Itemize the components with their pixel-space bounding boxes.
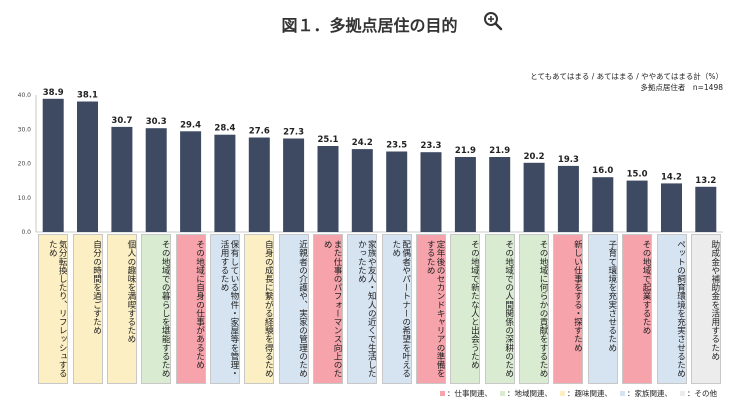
bar	[626, 180, 648, 232]
bar	[283, 138, 305, 232]
data-label: 16.0	[592, 166, 613, 176]
chart-title: 図１．多拠点居住の目的	[281, 16, 458, 35]
category-label: 配偶者やパートナーの希望を叶えるため	[381, 234, 412, 384]
data-label: 24.2	[352, 138, 373, 148]
data-label: 21.9	[455, 146, 476, 156]
legend-label: ：地域関連、	[507, 389, 552, 398]
bar	[523, 162, 545, 232]
bar	[145, 128, 167, 232]
legend-label: ：その他	[687, 389, 717, 398]
data-label: 19.3	[558, 155, 579, 165]
bar	[214, 134, 236, 232]
bar	[661, 183, 682, 232]
category-label: その地域で起業するため	[622, 234, 653, 384]
legend-swatch	[500, 391, 505, 396]
legend-item: ：その他	[680, 388, 717, 399]
data-label: 23.3	[421, 141, 442, 151]
category-label: また仕事のパフォーマンス向上のため	[313, 234, 343, 384]
y-tick-label: 40.0	[18, 92, 32, 99]
data-label: 15.0	[627, 170, 648, 180]
legend-swatch	[440, 391, 445, 396]
measure-note: とてもあてはまる / あてはまる / ややあてはまる計（%）	[530, 72, 723, 81]
y-tick-label: 0.0	[21, 229, 31, 236]
bar	[180, 131, 202, 232]
bar	[351, 149, 373, 232]
legend: ：仕事関連、 ：地域関連、 ：趣味関連、 ：家族関連、 ：その他	[440, 388, 736, 399]
bar	[111, 126, 133, 232]
category-label: その地域での暮らしを堪能するため	[141, 234, 172, 384]
bar	[420, 152, 442, 232]
legend-item: ：地域関連、	[500, 388, 552, 399]
legend-item: ：仕事関連、	[440, 388, 492, 399]
bar	[489, 157, 511, 232]
bar	[77, 101, 98, 232]
bar	[557, 165, 579, 232]
category-label: その地域に何らかの貢献をするため	[519, 234, 550, 384]
data-label: 29.4	[180, 120, 201, 130]
category-label: 助成金や補助金を活用するため	[690, 234, 721, 384]
bar	[317, 146, 339, 232]
category-label: 自身の成長に繋がる経験を得るため	[244, 234, 275, 384]
category-label: 家族や友人・知人の近くで生活したかったため	[347, 234, 378, 384]
category-label: 保有している物件・家屋等を管理・活用するため	[209, 234, 240, 384]
category-label: 定年後のセカンドキャリアの準備をするため	[416, 234, 446, 384]
sample-size-note: 多拠点居住者 n=1498	[640, 83, 723, 92]
category-label: その地域に自身の仕事があるため	[175, 234, 206, 384]
zoom-in-icon[interactable]	[483, 11, 503, 31]
data-label: 25.1	[318, 135, 339, 145]
category-label: その地域で新たな人と出会うため	[450, 234, 481, 384]
legend-label: ：家族関連、	[627, 389, 672, 398]
legend-swatch	[560, 391, 565, 396]
bar	[42, 98, 64, 232]
data-label: 30.3	[146, 117, 167, 127]
category-label: 気分転換したり、リフレッシュするため	[38, 234, 69, 384]
bar	[386, 151, 408, 232]
data-label: 30.7	[111, 116, 132, 126]
legend-label: ：仕事関連、	[447, 389, 492, 398]
bar	[695, 186, 717, 232]
data-label: 27.6	[249, 127, 270, 137]
legend-swatch	[680, 391, 685, 396]
category-label: その地域での人間関係の深耕のため	[484, 234, 515, 384]
data-label: 38.9	[43, 88, 64, 98]
bar	[592, 177, 614, 232]
category-label: 個人の趣味を満喫するため	[106, 234, 137, 384]
y-tick-label: 30.0	[18, 126, 32, 133]
data-label: 27.3	[283, 128, 304, 138]
data-label: 28.4	[214, 124, 235, 134]
data-label: 21.9	[489, 146, 510, 156]
legend-item: ：趣味関連、	[560, 388, 612, 399]
category-label: 新しい仕事をする・探すため	[553, 234, 584, 384]
data-label: 38.1	[77, 91, 98, 101]
bar	[454, 157, 476, 232]
y-tick-label: 10.0	[18, 195, 32, 202]
data-label: 14.2	[661, 172, 682, 182]
category-label: 近親者の介護や、実家の管理のため	[278, 234, 309, 384]
category-label: 子育て環境を充実させるため	[587, 234, 618, 384]
data-label: 13.2	[695, 176, 716, 186]
category-label: 自分の時間を過ごすため	[72, 234, 103, 384]
legend-label: ：趣味関連、	[567, 389, 612, 398]
bar	[248, 137, 270, 232]
legend-item: ：家族関連、	[620, 388, 672, 399]
category-label: ペットの飼育環境を充実させるため	[656, 234, 687, 384]
data-label: 20.2	[524, 152, 545, 162]
legend-swatch	[620, 391, 625, 396]
y-tick-label: 20.0	[18, 161, 32, 168]
data-label: 23.5	[386, 141, 407, 151]
